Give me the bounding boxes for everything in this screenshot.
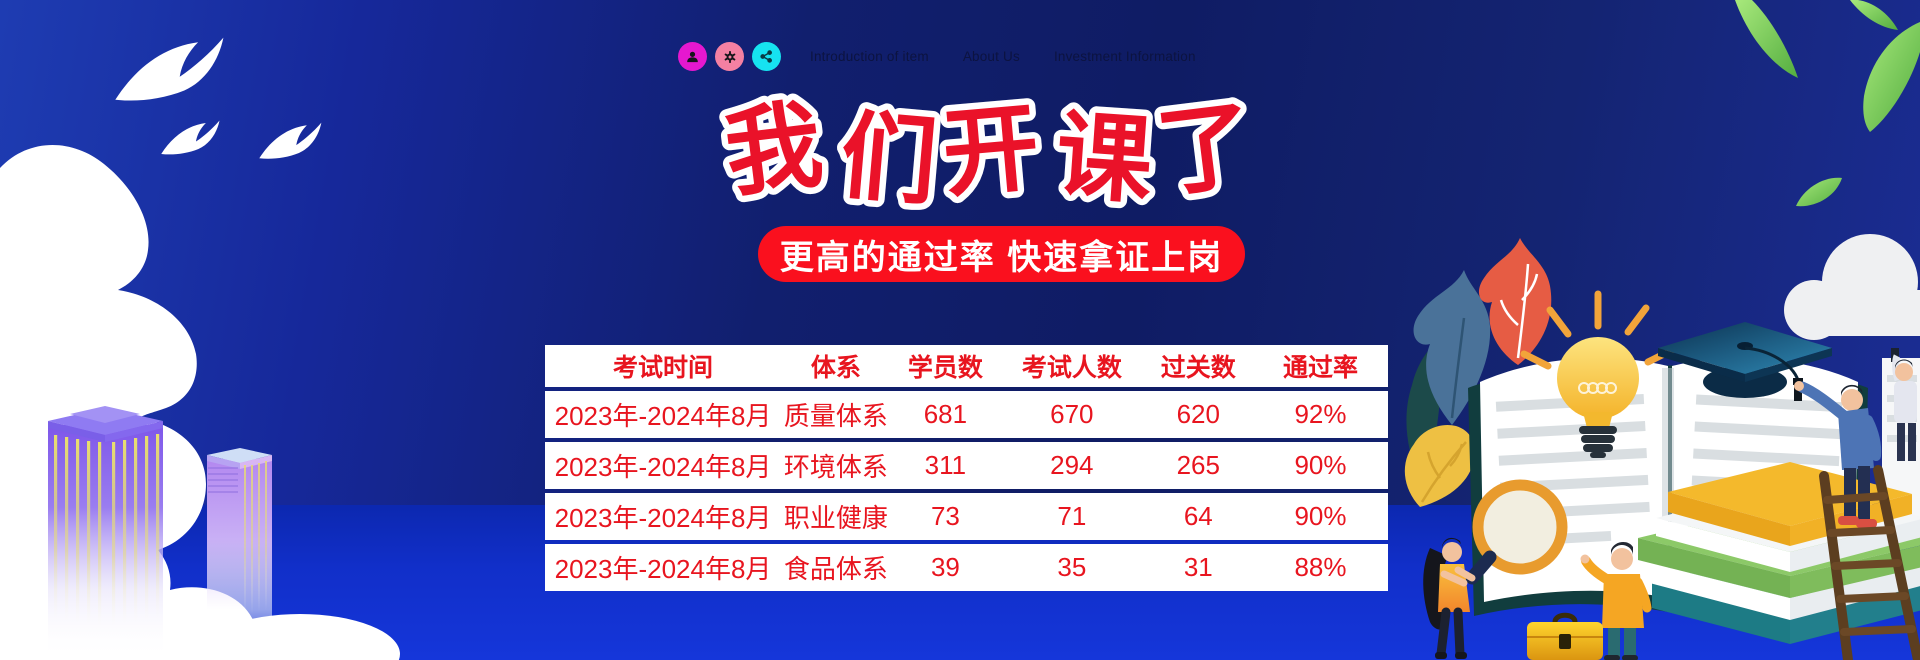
cell-exam-time: 2023年-2024年8月: [554, 452, 772, 482]
nav-link-investment[interactable]: Investment Information: [1053, 49, 1196, 64]
cell-examinees: 670: [1050, 399, 1094, 429]
ladder: [1819, 465, 1920, 660]
top-nav: Introduction of item About Us Investment…: [810, 49, 1196, 64]
table-row: 2023年-2024年8月 环境体系 311 294 265 90%: [545, 442, 1388, 489]
city-buildings: [48, 406, 272, 660]
cell-passed: 31: [1183, 552, 1213, 582]
col-header-examinees: 考试人数: [1021, 354, 1122, 382]
cell-students: 39: [930, 552, 960, 582]
col-header-students: 学员数: [907, 354, 983, 382]
gear-icon: [724, 50, 735, 63]
cell-system: 环境体系: [783, 452, 888, 482]
col-header-pass-rate: 通过率: [1282, 354, 1358, 382]
table-row: 2023年-2024年8月 质量体系 681 670 620 92%: [545, 391, 1388, 438]
magnifier-icon: [1465, 479, 1568, 585]
cell-exam-time: 2023年-2024年8月: [554, 401, 772, 431]
cell-pass-rate: 88%: [1294, 552, 1347, 582]
share-icon: [760, 50, 773, 63]
cloud-right: [1784, 234, 1920, 340]
cell-students: 73: [930, 501, 960, 531]
cell-examinees: 35: [1057, 552, 1087, 582]
cell-system: 质量体系: [783, 401, 888, 431]
cell-examinees: 71: [1057, 501, 1087, 531]
person-climbing: [1794, 381, 1882, 528]
cell-examinees: 294: [1050, 450, 1094, 480]
main-title: 我们开课了: [713, 83, 1272, 215]
flame-leaf: [1478, 238, 1552, 365]
table-row: 2023年-2024年8月 职业健康 73 71 64 90%: [545, 493, 1388, 540]
cell-pass-rate: 92%: [1294, 399, 1347, 429]
blue-leaf: [1413, 270, 1491, 425]
col-header-passed: 过关数: [1160, 354, 1236, 382]
light-bulb-icon: [1520, 290, 1676, 458]
tagline-pill: 更高的通过率 快速拿证上岗: [758, 226, 1245, 282]
person-right-edge: [1891, 348, 1917, 461]
cell-passed: 64: [1183, 501, 1213, 531]
tagline-text: 更高的通过率 快速拿证上岗: [779, 238, 1224, 277]
birds-illustration: [115, 37, 322, 159]
user-icon: [687, 51, 698, 63]
briefcase-icon: [1527, 612, 1603, 660]
table-header-row: 考试时间 体系 学员数 考试人数 过关数 通过率: [545, 345, 1388, 387]
cell-pass-rate: 90%: [1294, 501, 1347, 531]
cell-passed: 620: [1176, 399, 1220, 429]
cell-system: 职业健康: [783, 503, 888, 533]
person-woman: [1423, 537, 1476, 659]
cell-pass-rate: 90%: [1294, 450, 1347, 480]
user-button[interactable]: [678, 42, 707, 71]
page-title: 我们开课了: [720, 89, 1272, 215]
study-illustration: [1404, 234, 1920, 660]
table-row: 2023年-2024年8月 食品体系 39 35 31 88%: [545, 544, 1388, 591]
social-icons: [678, 42, 781, 71]
cell-students: 311: [924, 450, 967, 480]
col-header-exam-time: 考试时间: [613, 354, 714, 382]
cell-exam-time: 2023年-2024年8月: [554, 554, 772, 584]
yellow-leaf: [1404, 424, 1476, 507]
cell-exam-time: 2023年-2024年8月: [554, 503, 772, 533]
cell-system: 食品体系: [783, 554, 888, 584]
exam-results-table: 考试时间 体系 学员数 考试人数 过关数 通过率 2023年-2024年8月 质…: [545, 345, 1388, 595]
nav-link-introduction[interactable]: Introduction of item: [810, 49, 929, 64]
settings-button[interactable]: [715, 42, 744, 71]
col-header-system: 体系: [810, 354, 861, 382]
cell-passed: 265: [1176, 450, 1220, 480]
leaves-top-right: [1735, 0, 1920, 207]
nav-link-about[interactable]: About Us: [962, 49, 1020, 64]
share-button[interactable]: [752, 42, 781, 71]
person-man: [1580, 541, 1652, 660]
cell-students: 681: [923, 399, 968, 429]
graduation-cap-icon: [1658, 322, 1832, 401]
